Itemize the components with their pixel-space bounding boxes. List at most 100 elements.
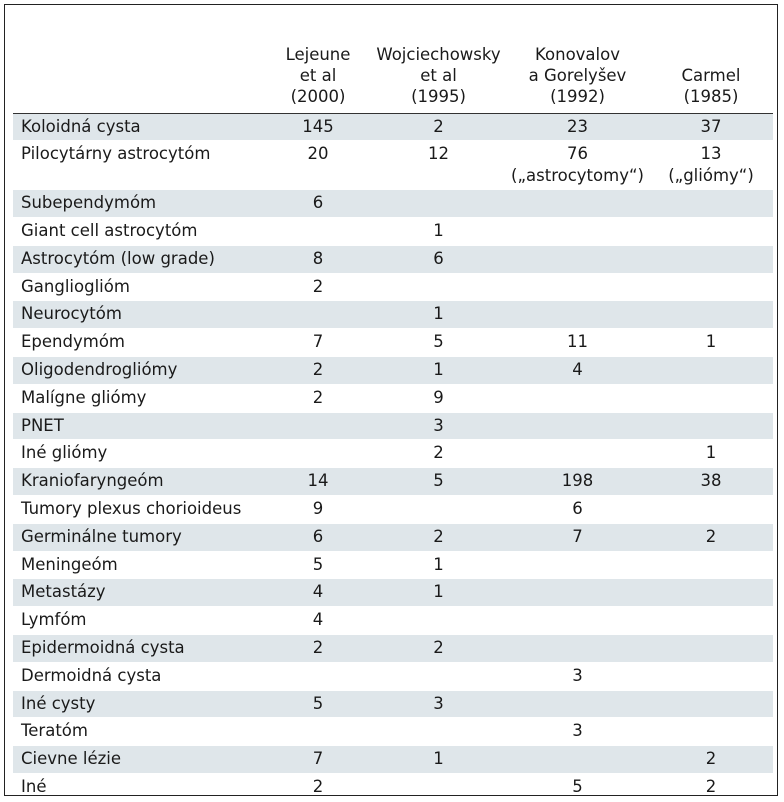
value-cell <box>506 690 649 719</box>
value-cell <box>506 384 649 413</box>
tumor-table: Lejeune et al (2000) Wojciechowsky et al… <box>13 17 773 802</box>
table-row: Oligodendrogliómy 2 1 4 <box>13 356 773 385</box>
value-cell: 1 <box>371 745 506 775</box>
value-cell <box>506 606 649 636</box>
row-label: Cievne lézie <box>13 745 265 775</box>
value-cell: 2 <box>265 273 371 302</box>
table-row: Tumory plexus chorioideus 9 6 <box>13 495 773 524</box>
row-label: Tumory plexus chorioideus <box>13 495 265 524</box>
table-body: Koloidná cysta 145 2 23 37 Pilocytárny astroc… <box>13 113 773 802</box>
value-line: („astrocytomy“) <box>511 166 644 186</box>
table-row: Astrocytóm (low grade) 8 6 <box>13 245 773 274</box>
value-cell: 5 <box>506 773 649 802</box>
table-row: Malígne gliómy 2 9 <box>13 384 773 413</box>
value-cell <box>506 300 649 330</box>
row-label: Iné cysty <box>13 690 265 719</box>
value-cell <box>371 606 506 636</box>
value-cell: 23 <box>506 113 649 142</box>
table-row: Iné 2 5 2 <box>13 773 773 802</box>
value-cell: 20 <box>265 140 371 191</box>
row-label: Pilocytárny astrocytóm <box>13 140 265 191</box>
value-cell <box>649 245 773 274</box>
row-label: Epidermoidná cysta <box>13 634 265 663</box>
table-row: Teratóm 3 <box>13 717 773 747</box>
table-row: Iné cysty 5 3 <box>13 690 773 719</box>
value-cell: 1 <box>649 439 773 469</box>
table-row: Metastázy 4 1 <box>13 578 773 608</box>
value-cell: 145 <box>265 113 371 142</box>
header-cell-blank <box>13 17 265 114</box>
value-cell <box>649 551 773 580</box>
value-cell <box>649 662 773 691</box>
header-line: et al <box>299 65 337 85</box>
value-cell: 8 <box>265 245 371 274</box>
value-cell: 2 <box>265 384 371 413</box>
value-cell <box>371 189 506 219</box>
table-row: Neurocytóm 1 <box>13 300 773 330</box>
value-cell <box>649 412 773 441</box>
value-line: („gliómy“) <box>668 166 754 186</box>
value-cell: 7 <box>265 745 371 775</box>
header-line: (1985) <box>683 86 739 106</box>
row-label: Dermoidná cysta <box>13 662 265 691</box>
value-cell <box>649 495 773 524</box>
value-cell <box>649 606 773 636</box>
value-cell <box>506 634 649 663</box>
value-cell: 6 <box>265 523 371 552</box>
row-label: Iné gliómy <box>13 439 265 469</box>
value-cell: 3 <box>506 717 649 747</box>
table-row: Epidermoidná cysta 2 2 <box>13 634 773 663</box>
value-cell <box>265 662 371 691</box>
value-cell <box>265 300 371 330</box>
value-cell: 3 <box>371 412 506 441</box>
row-label: Astrocytóm (low grade) <box>13 245 265 274</box>
value-cell: 6 <box>371 245 506 274</box>
value-cell: 14 <box>265 467 371 497</box>
header-line: et al <box>420 65 457 85</box>
header-row: Lejeune et al (2000) Wojciechowsky et al… <box>13 17 773 114</box>
row-label: Malígne gliómy <box>13 384 265 413</box>
value-cell <box>506 745 649 775</box>
row-label: Meningeóm <box>13 551 265 580</box>
header-line: Carmel <box>681 65 741 85</box>
value-cell: 4 <box>506 356 649 385</box>
value-cell <box>506 245 649 274</box>
value-cell: 1 <box>371 578 506 608</box>
value-cell: 4 <box>265 578 371 608</box>
value-cell: 2 <box>265 634 371 663</box>
table-row: Germinálne tumory 6 2 7 2 <box>13 523 773 552</box>
table-row: Cievne lézie 7 1 2 <box>13 745 773 775</box>
value-cell: 9 <box>371 384 506 413</box>
row-label: Koloidná cysta <box>13 113 265 142</box>
value-cell <box>371 662 506 691</box>
value-cell <box>506 578 649 608</box>
value-cell <box>506 412 649 441</box>
value-cell <box>649 690 773 719</box>
value-cell: 5 <box>371 467 506 497</box>
value-cell <box>506 439 649 469</box>
value-cell: 3 <box>371 690 506 719</box>
value-cell: 2 <box>649 523 773 552</box>
header-line: (1995) <box>411 86 466 106</box>
header-line: (2000) <box>290 86 346 106</box>
row-label: Ependymóm <box>13 328 265 358</box>
row-label: Teratóm <box>13 717 265 747</box>
value-cell: 12 <box>371 140 506 191</box>
value-cell: 13 („gliómy“) <box>649 140 773 191</box>
value-cell <box>649 634 773 663</box>
table-row: Pilocytárny astrocytóm 20 12 76 („astrocytom… <box>13 140 773 191</box>
header-line: Wojciechowsky <box>376 44 501 64</box>
row-label: Gangliogliόm <box>13 273 265 302</box>
row-label: Oligodendrogliómy <box>13 356 265 385</box>
value-cell: 7 <box>265 328 371 358</box>
value-cell: 1 <box>371 551 506 580</box>
value-cell <box>506 189 649 219</box>
value-cell: 6 <box>506 495 649 524</box>
value-cell: 38 <box>649 467 773 497</box>
value-cell: 5 <box>265 551 371 580</box>
value-cell <box>649 300 773 330</box>
value-cell <box>265 217 371 246</box>
header-konovalov: Konovalov a Gorelyšev (1992) <box>506 17 649 114</box>
table-row: Gangliogliόm 2 <box>13 273 773 302</box>
table-row: Lymfóm 4 <box>13 606 773 636</box>
